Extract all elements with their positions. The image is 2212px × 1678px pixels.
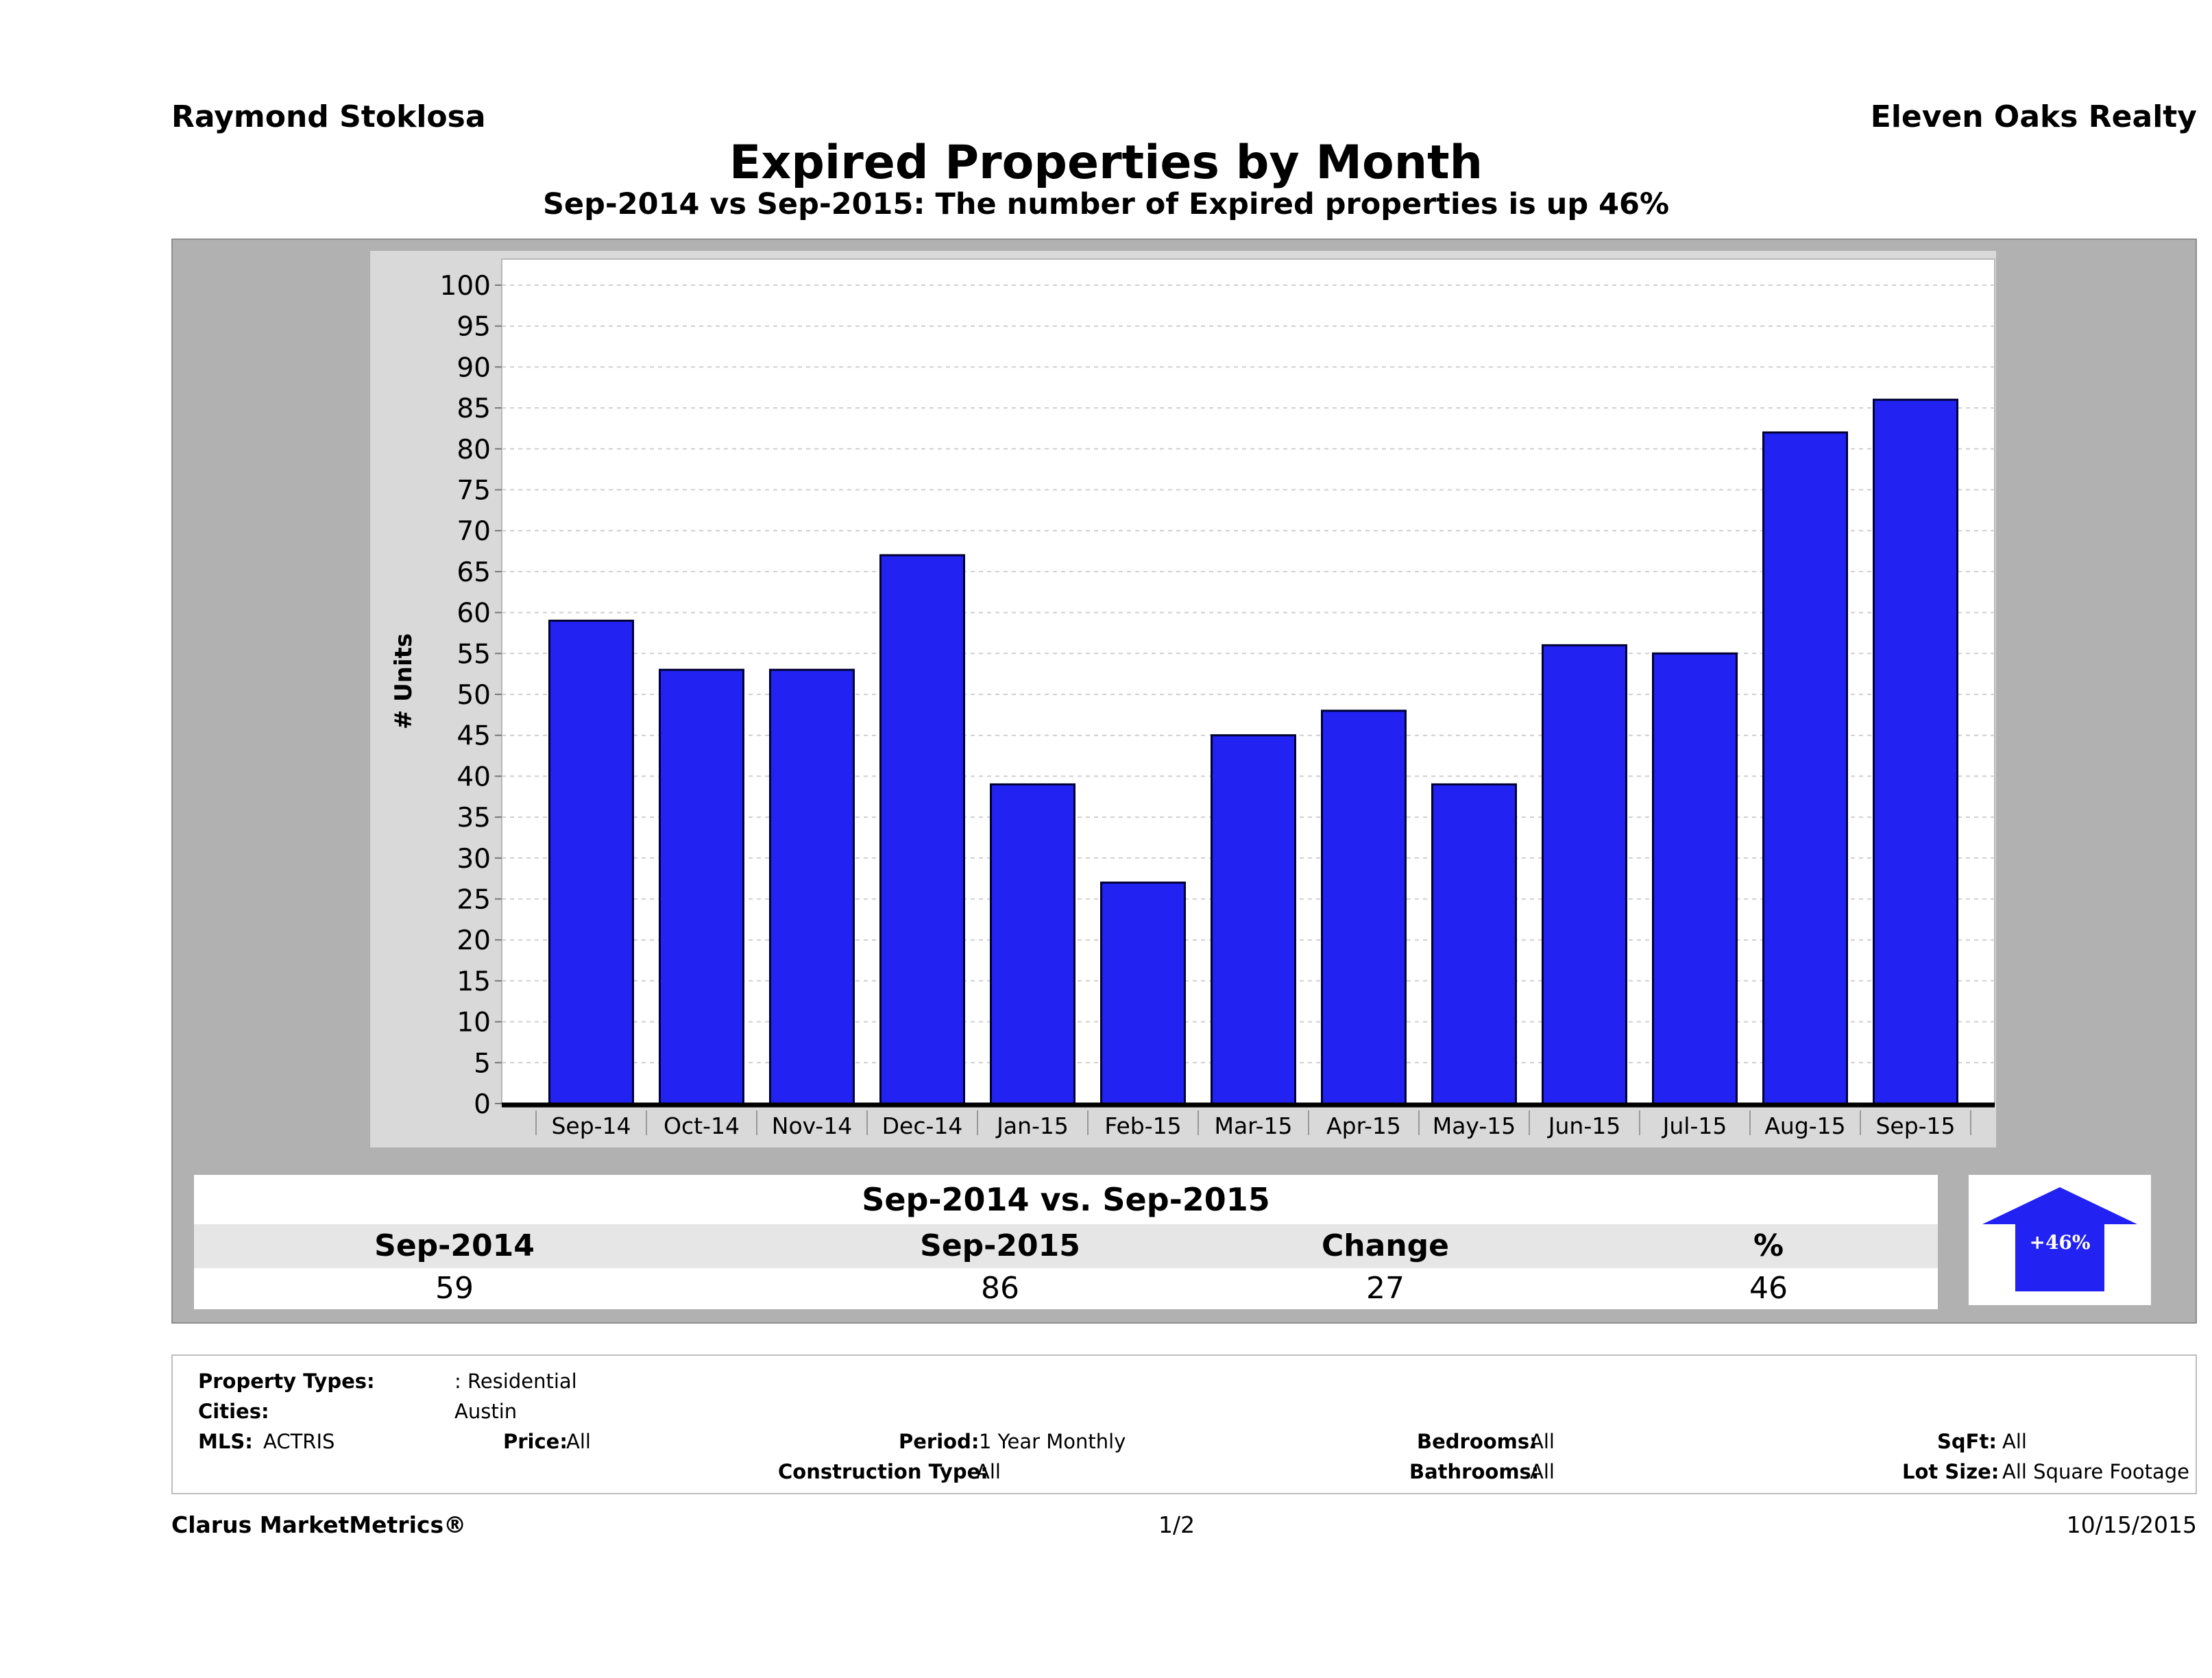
criteria-mls-value: ACTRIS	[263, 1430, 335, 1453]
y-tick-label: 20	[457, 925, 491, 956]
bar-sep-15	[1873, 398, 1958, 1105]
summary-value-percent: 46	[1749, 1271, 1788, 1306]
agent-name: Raymond Stoklosa	[171, 99, 486, 134]
y-tick-label: 70	[457, 516, 491, 547]
y-tick-label: 5	[474, 1048, 491, 1079]
criteria-period-value: 1 Year Monthly	[979, 1430, 1126, 1453]
y-tick-label: 25	[457, 885, 491, 916]
bar-jul-15	[1652, 652, 1738, 1105]
x-tick-label: May-15	[1433, 1112, 1516, 1139]
criteria-property-types-label: Property Types:	[198, 1370, 375, 1393]
footer-page-number: 1/2	[1158, 1511, 1195, 1538]
summary-header-sep2014: Sep-2014	[374, 1228, 535, 1263]
y-tick-label: 40	[457, 762, 491, 792]
change-badge: +46%	[1969, 1175, 2151, 1305]
summary-header-sep2015: Sep-2015	[920, 1228, 1080, 1263]
bar-apr-15	[1321, 709, 1407, 1105]
company-name: Eleven Oaks Realty	[1870, 99, 2197, 134]
chart-title: Expired Properties by Month	[729, 136, 1483, 190]
chart-panel: 0 5 10 15 20 25 30 35 40 45 50 55 60 65 70 75 80 85 90 95 10…	[370, 251, 1996, 1147]
criteria-construction-value: All	[976, 1460, 1001, 1483]
x-tick-label: Jul-15	[1662, 1112, 1727, 1139]
criteria-sqft-value: All	[2002, 1430, 2027, 1453]
bar-jun-15	[1542, 644, 1627, 1105]
bar-feb-15	[1100, 881, 1186, 1105]
criteria-bedrooms-label: Bedrooms:	[1417, 1430, 1538, 1453]
criteria-lotsize-value: All Square Footage	[2002, 1460, 2190, 1483]
bar-aug-15	[1762, 431, 1848, 1105]
y-tick-label: 85	[457, 393, 491, 424]
criteria-cities-value: Austin	[454, 1400, 518, 1423]
bar-oct-14	[659, 668, 744, 1105]
bar-sep-14	[548, 620, 634, 1105]
x-tick-label: Sep-15	[1875, 1112, 1955, 1139]
criteria-bedrooms-value: All	[1530, 1430, 1555, 1453]
y-tick-label: 100	[440, 271, 491, 302]
y-axis-label: # Units	[390, 633, 417, 729]
summary-header-percent: %	[1753, 1228, 1784, 1263]
summary-value-change: 27	[1366, 1271, 1405, 1306]
y-tick-label: 35	[457, 803, 491, 834]
footer-brand: Clarus MarketMetrics®	[171, 1511, 467, 1538]
x-tick-label: Apr-15	[1326, 1112, 1401, 1139]
summary-header-change: Change	[1322, 1228, 1449, 1263]
criteria-construction-label: Construction Type:	[778, 1460, 988, 1483]
bar-may-15	[1431, 783, 1517, 1105]
criteria-property-types-value: : Residential	[454, 1370, 577, 1393]
x-tick-label: Dec-14	[882, 1112, 963, 1139]
search-criteria: Property Types: : Residential Cities: Au…	[171, 1354, 2197, 1494]
summary-title: Sep-2014 vs. Sep-2015	[194, 1175, 1938, 1224]
x-tick-label: Aug-15	[1764, 1112, 1845, 1139]
summary-value-sep2014: 59	[435, 1271, 474, 1306]
x-tick-label: Jan-15	[995, 1112, 1069, 1139]
y-tick-label: 80	[457, 435, 491, 465]
footer-date: 10/15/2015	[2066, 1511, 2197, 1538]
y-tick-label: 50	[457, 680, 491, 711]
y-tick-label: 15	[457, 966, 491, 997]
y-tick-label: 65	[457, 557, 491, 588]
y-tick-label: 30	[457, 844, 491, 875]
y-tick-label: 55	[457, 639, 491, 670]
criteria-lotsize-label: Lot Size:	[1902, 1460, 2000, 1483]
x-tick-label: Oct-14	[664, 1112, 740, 1139]
y-tick-label: 60	[457, 598, 491, 629]
criteria-mls-label: MLS:	[198, 1430, 253, 1453]
up-arrow-icon: +46%	[1982, 1187, 2137, 1291]
y-tick-label: 95	[457, 312, 491, 343]
summary-value-sep2015: 86	[981, 1271, 1019, 1306]
summary-value-row: 59 86 27 46	[194, 1268, 1938, 1309]
x-tick-label: Jun-15	[1547, 1112, 1620, 1139]
x-tick-label: Feb-15	[1104, 1112, 1181, 1139]
criteria-period-label: Period:	[899, 1430, 980, 1453]
chart-subtitle: Sep-2014 vs Sep-2015: The number of Expi…	[542, 187, 1670, 221]
bar-chart: 0 5 10 15 20 25 30 35 40 45 50 55 60 65 70 75 80 85 90 95 10…	[370, 251, 1996, 1147]
criteria-price-value: All	[566, 1430, 591, 1453]
criteria-bathrooms-label: Bathrooms:	[1409, 1460, 1540, 1483]
bar-jan-15	[990, 783, 1075, 1105]
y-tick-label: 90	[457, 352, 491, 383]
x-tick-label: Nov-14	[772, 1112, 852, 1139]
x-tick-label: Sep-14	[551, 1112, 631, 1139]
x-tick-label: Mar-15	[1214, 1112, 1292, 1139]
criteria-price-label: Price:	[503, 1430, 568, 1453]
bar-nov-14	[769, 668, 855, 1105]
criteria-bathrooms-value: All	[1530, 1460, 1555, 1483]
bar-dec-14	[879, 554, 965, 1105]
criteria-cities-label: Cities:	[198, 1400, 269, 1423]
y-tick-label: 45	[457, 721, 491, 752]
summary-header-row: Sep-2014 Sep-2015 Change %	[194, 1224, 1938, 1268]
y-tick-label: 75	[457, 476, 491, 507]
y-tick-label: 0	[474, 1089, 491, 1120]
bar-mar-15	[1211, 734, 1296, 1105]
change-badge-label: +46%	[2029, 1231, 2090, 1254]
y-tick-label: 10	[457, 1008, 491, 1038]
criteria-sqft-label: SqFt:	[1937, 1430, 1997, 1453]
